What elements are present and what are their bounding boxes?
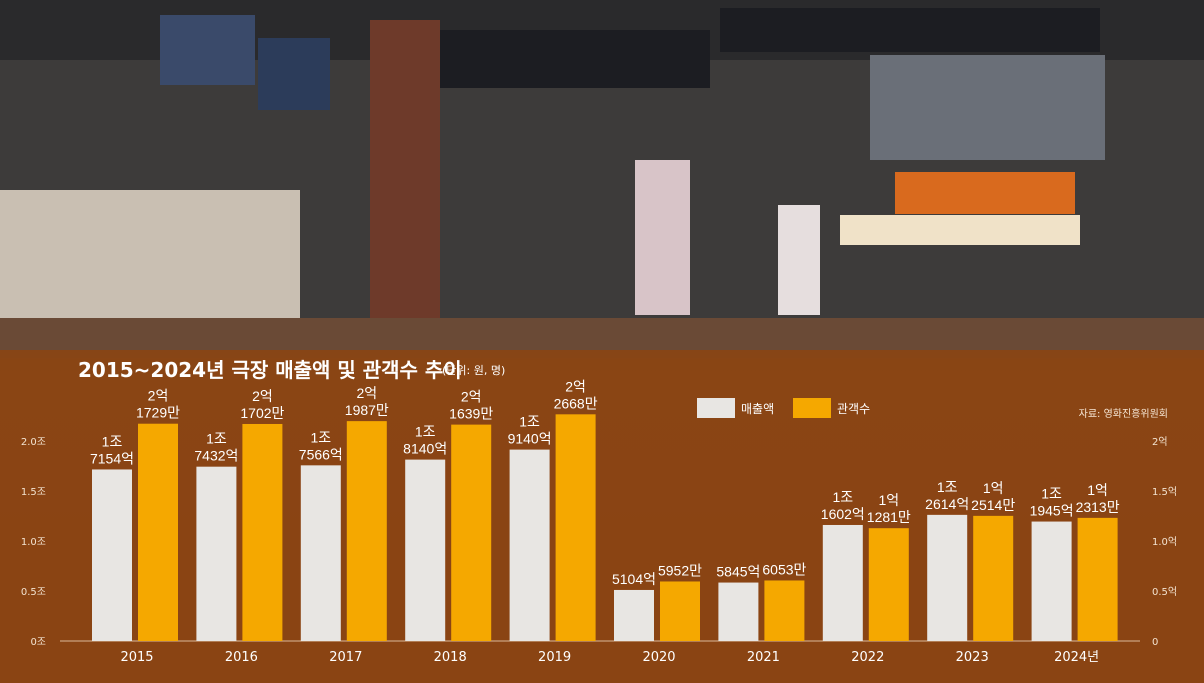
data-label-audience: 2668만 [554, 395, 598, 411]
photo-decor [0, 0, 1204, 358]
bar-audience [346, 421, 387, 641]
x-tick-label: 2021 [747, 650, 780, 665]
bar-revenue [614, 589, 654, 641]
data-label-audience: 2억 [148, 388, 169, 404]
data-label-revenue: 7566억 [299, 446, 343, 462]
data-label-revenue: 1조 [1041, 486, 1062, 502]
data-label-revenue: 1945억 [1030, 503, 1074, 519]
bar-audience [138, 423, 178, 641]
data-label-revenue: 5104억 [612, 571, 656, 587]
bar-revenue [1031, 521, 1072, 641]
data-label-audience: 2514만 [971, 497, 1015, 513]
y-left-tick: 1.0조 [21, 537, 46, 548]
y-right-tick: 0 [1152, 637, 1158, 648]
x-tick-label: 2022 [851, 650, 884, 665]
data-label-revenue: 1조 [415, 424, 436, 440]
bar-revenue [718, 582, 759, 641]
data-label-audience: 2억 [565, 378, 586, 394]
bar-audience [1077, 517, 1118, 641]
data-label-audience: 2억 [356, 385, 377, 401]
bar-audience [973, 515, 1014, 641]
y-left-tick: 0조 [30, 637, 46, 648]
x-tick-label: 2020 [642, 650, 675, 665]
data-label-audience: 1억 [878, 492, 899, 508]
legend-swatch-audience [793, 398, 831, 418]
chart-legend: 매출액 관객수 [697, 398, 870, 418]
y-right-tick: 1.0억 [1152, 536, 1177, 548]
chart-title: 2015~2024년 극장 매출액 및 관객수 추이 [78, 358, 462, 382]
data-label-audience: 1억 [983, 480, 1004, 496]
data-label-revenue: 1조 [937, 479, 958, 495]
legend-label-audience: 관객수 [837, 402, 870, 416]
y-left-tick: 0.5조 [21, 587, 46, 598]
data-label-revenue: 1조 [206, 431, 227, 447]
data-label-revenue: 1조 [102, 433, 123, 449]
y-left-tick: 2.0조 [21, 437, 46, 448]
chart-unit-note: (단위: 원, 명) [442, 364, 505, 377]
bar-revenue [509, 449, 550, 641]
x-tick-label: 2018 [434, 650, 467, 665]
data-label-revenue: 9140억 [508, 431, 552, 447]
y-right-tick: 1.5억 [1152, 486, 1177, 498]
bar-audience [555, 414, 596, 641]
x-tick-label: 2024년 [1054, 650, 1099, 665]
x-tick-label: 2015 [120, 650, 153, 665]
chart-source: 자료: 영화진흥위원회 [1079, 407, 1168, 420]
x-tick-label: 2016 [225, 650, 258, 665]
chart-bars: 1조7154억2억1729만20151조7432억2억1702만20161조75… [90, 378, 1120, 665]
y-left-tick: 1.5조 [21, 487, 46, 498]
y-right-tick: 0.5억 [1152, 586, 1177, 598]
data-label-revenue: 1조 [310, 429, 331, 445]
data-label-revenue: 8140억 [403, 441, 447, 457]
data-label-audience: 2억 [461, 389, 482, 405]
data-label-revenue: 2614억 [925, 496, 969, 512]
data-label-audience: 5952만 [658, 562, 702, 578]
bar-revenue [196, 466, 237, 641]
bar-revenue [927, 514, 968, 641]
data-label-revenue: 7154억 [90, 450, 134, 466]
bar-audience [242, 423, 283, 641]
bar-audience [868, 528, 909, 641]
bar-revenue [300, 465, 341, 641]
data-label-revenue: 1조 [832, 489, 853, 505]
y-right-tick: 2억 [1152, 436, 1168, 448]
data-label-audience: 1639만 [449, 406, 493, 422]
chart-panel [0, 350, 1204, 683]
x-tick-label: 2019 [538, 650, 571, 665]
data-label-revenue: 7432억 [194, 448, 238, 464]
data-label-audience: 1281만 [867, 509, 911, 525]
bar-revenue [822, 524, 863, 641]
data-label-revenue: 1602억 [821, 506, 865, 522]
bar-audience [764, 580, 805, 641]
data-label-audience: 1702만 [240, 405, 284, 421]
x-tick-label: 2017 [329, 650, 362, 665]
bar-revenue [92, 469, 132, 641]
bar-revenue [405, 459, 446, 641]
data-label-audience: 1729만 [136, 405, 180, 421]
data-label-audience: 6053만 [762, 561, 806, 577]
legend-swatch-revenue [697, 398, 735, 418]
x-tick-label: 2023 [956, 650, 989, 665]
data-label-audience: 2313만 [1076, 499, 1120, 515]
bar-audience [660, 581, 700, 641]
legend-label-revenue: 매출액 [741, 402, 774, 416]
data-label-revenue: 1조 [519, 414, 540, 430]
data-label-audience: 1987만 [345, 402, 389, 418]
data-label-audience: 1억 [1087, 482, 1108, 498]
data-label-audience: 2억 [252, 388, 273, 404]
bar-audience [451, 424, 492, 641]
data-label-revenue: 5845억 [716, 564, 760, 580]
